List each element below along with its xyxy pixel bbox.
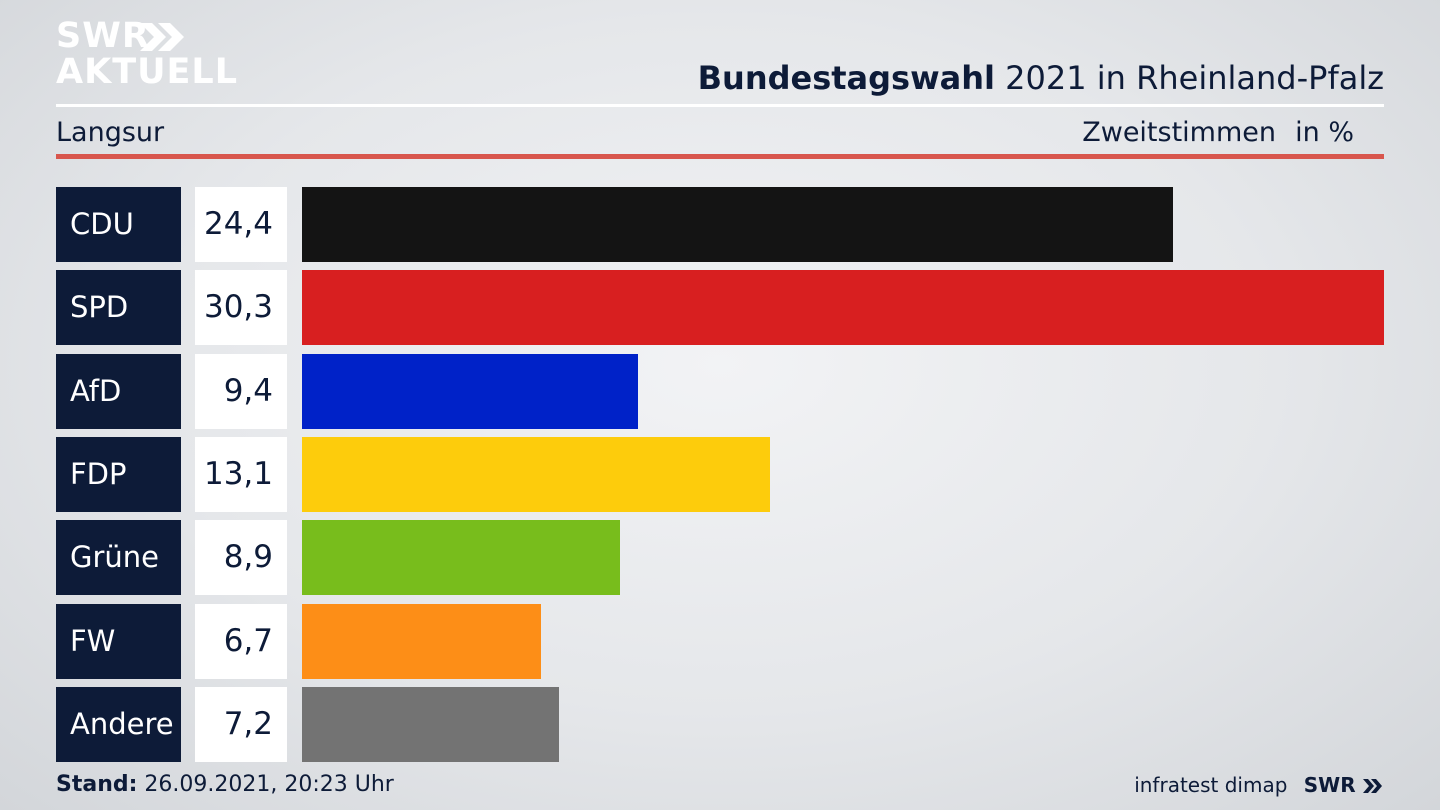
logo-line-2: AKTUELL: [56, 52, 239, 92]
value-label-fdp: 13,1: [195, 437, 287, 512]
timestamp: Stand: 26.09.2021, 20:23 Uhr: [56, 770, 394, 800]
unit-label: in %: [1295, 117, 1354, 148]
bar-afd: [302, 354, 638, 429]
metric-label: Zweitstimmen: [1082, 117, 1276, 148]
title-rest: 2021 in Rheinland-Pfalz: [1005, 59, 1384, 97]
bar-fdp: [302, 437, 770, 512]
party-label-afd: AfD: [56, 354, 181, 429]
bar-spd: [302, 270, 1384, 345]
accent-divider: [56, 154, 1384, 159]
source-credit: infratest dimap SWR: [1134, 770, 1384, 800]
party-label-gruene: Grüne: [56, 520, 181, 595]
party-label-fdp: FDP: [56, 437, 181, 512]
party-label-spd: SPD: [56, 270, 181, 345]
source-label: infratest dimap: [1134, 773, 1288, 797]
value-label-cdu: 24,4: [195, 187, 287, 262]
region-label: Langsur: [56, 117, 165, 148]
value-label-spd: 30,3: [195, 270, 287, 345]
value-label-andere: 7,2: [195, 687, 287, 762]
value-label-gruene: 8,9: [195, 520, 287, 595]
stand-value: 26.09.2021, 20:23 Uhr: [144, 772, 394, 797]
bar-fw: [302, 604, 541, 679]
party-label-andere: Andere: [56, 687, 181, 762]
header-divider: [56, 104, 1384, 107]
bar-cdu: [302, 187, 1173, 262]
party-label-fw: FW: [56, 604, 181, 679]
bar-andere: [302, 687, 559, 762]
brand-chevrons-icon: [1363, 779, 1382, 793]
chart-title: Bundestagswahl 2021 in Rheinland-Pfalz: [698, 56, 1384, 100]
title-bold: Bundestagswahl: [697, 59, 995, 97]
value-label-afd: 9,4: [195, 354, 287, 429]
stand-label: Stand:: [56, 772, 138, 797]
party-label-cdu: CDU: [56, 187, 181, 262]
bar-gruene: [302, 520, 620, 595]
brand-label: SWR: [1303, 773, 1356, 797]
swr-aktuell-logo: SWR AKTUELL: [56, 14, 237, 94]
chevrons-icon: [140, 23, 184, 51]
logo-line-1: SWR: [56, 16, 150, 56]
value-label-fw: 6,7: [195, 604, 287, 679]
